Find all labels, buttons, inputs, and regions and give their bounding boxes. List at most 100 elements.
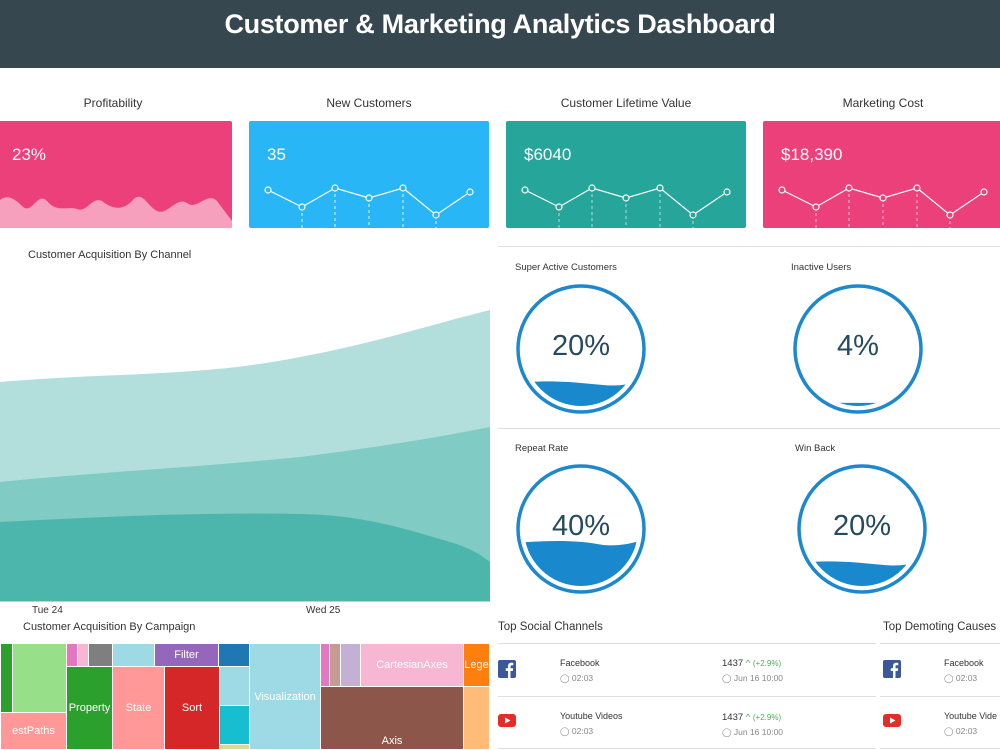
- social-row-1-time-value: 02:03: [571, 726, 594, 736]
- marketing-cost-line-sparkline: [778, 184, 988, 228]
- kpi-card-profitability[interactable]: 23%: [0, 121, 232, 228]
- demoting-causes-title: Top Demoting Causes: [883, 621, 997, 633]
- treemap-cell-visualization[interactable]: Visualization: [249, 643, 321, 750]
- trend-up-icon: ^: [745, 712, 751, 723]
- treemap-label-estpaths: estPaths: [12, 725, 55, 737]
- treemap-cell[interactable]: [219, 744, 250, 750]
- treemap-cell-property[interactable]: Property: [66, 666, 113, 750]
- gauge-label-win-back: Win Back: [795, 443, 836, 454]
- kpi-title-lifetime-value: Customer Lifetime Value: [560, 96, 692, 110]
- social-row-0-count-value: 1437: [722, 658, 744, 669]
- treemap-cell-filter[interactable]: Filter: [154, 643, 219, 667]
- treemap-label-legend: Lege: [464, 659, 489, 671]
- social-row-1-count: 1437 ^ (+2.9%): [722, 712, 781, 723]
- treemap-cell[interactable]: [88, 643, 113, 667]
- campaign-title: Customer Acquisition By Campaign: [23, 621, 196, 633]
- treemap-cell[interactable]: [12, 643, 67, 713]
- kpi-value-profitability: 23%: [12, 145, 47, 164]
- gauge-value-win-back: 20%: [832, 510, 892, 542]
- social-row-0-name: Facebook: [560, 658, 600, 668]
- acquisition-x-label-tue: Tue 24: [32, 605, 63, 616]
- kpi-value-new-customers: 35: [267, 145, 286, 164]
- social-row-0-date-value: Jun 16 10:00: [733, 673, 784, 683]
- treemap-cell[interactable]: [219, 666, 250, 706]
- kpi-title-profitability: Profitability: [83, 96, 143, 110]
- treemap-cell[interactable]: [219, 705, 250, 745]
- gauge-label-super-active: Super Active Customers: [515, 262, 617, 273]
- demoting-row-0-time: ◯ 02:03: [944, 673, 978, 683]
- treemap-cell-legend[interactable]: Lege: [463, 643, 490, 687]
- gauge-panel-mid-divider: [498, 428, 1000, 429]
- youtube-icon: [498, 714, 516, 727]
- treemap-cell-sort[interactable]: Sort: [164, 666, 220, 750]
- social-row-1-count-value: 1437: [722, 712, 744, 723]
- social-row-1-change: (+2.9%): [752, 713, 782, 722]
- gauge-label-inactive: Inactive Users: [791, 262, 852, 273]
- treemap-cell-state[interactable]: State: [112, 666, 165, 750]
- acquisition-channel-title: Customer Acquisition By Channel: [28, 249, 192, 261]
- social-row-0-count: 1437 ^ (+2.9%): [722, 658, 781, 669]
- social-row-divider: [498, 696, 876, 697]
- gauge-inactive: [793, 284, 923, 414]
- treemap-cell[interactable]: [112, 643, 155, 667]
- kpi-card-lifetime-value[interactable]: $6040: [506, 121, 746, 228]
- demoting-row-0-time-value: 02:03: [955, 673, 978, 683]
- social-row-1-date-value: Jun 16 10:00: [733, 727, 784, 737]
- social-row-0-change: (+2.9%): [752, 659, 782, 668]
- demoting-row-divider: [880, 696, 1000, 697]
- treemap-cell[interactable]: [463, 686, 490, 750]
- treemap-label-state: State: [125, 702, 152, 714]
- page-title: Customer & Marketing Analytics Dashboard: [224, 9, 776, 39]
- treemap-cell[interactable]: [218, 643, 250, 667]
- kpi-card-marketing-cost[interactable]: $18,390: [763, 121, 1000, 228]
- kpi-value-marketing-cost: $18,390: [781, 145, 843, 164]
- social-row-0-date: ◯ Jun 16 10:00: [722, 673, 784, 683]
- kpi-value-lifetime-value: $6040: [524, 145, 572, 164]
- new-customers-line-sparkline: [264, 184, 474, 228]
- treemap-cell[interactable]: [340, 643, 361, 687]
- trend-up-icon: ^: [745, 658, 751, 669]
- treemap-label-axis: Axis: [381, 735, 403, 747]
- youtube-icon: [883, 714, 901, 727]
- treemap-label-cartesianaxes: CartesianAxes: [376, 659, 448, 671]
- social-row-0-time: ◯ 02:03: [560, 673, 594, 683]
- profitability-area-sparkline: [0, 196, 232, 228]
- social-row-0-time-value: 02:03: [571, 673, 594, 683]
- demoting-row-1-time-value: 02:03: [955, 726, 978, 736]
- demoting-row-divider: [880, 748, 1000, 749]
- kpi-title-new-customers: New Customers: [326, 96, 412, 110]
- social-row-divider: [498, 748, 876, 749]
- treemap-label-property: Property: [68, 702, 111, 714]
- kpi-title-marketing-cost: Marketing Cost: [842, 96, 924, 110]
- gauge-label-repeat-rate: Repeat Rate: [515, 443, 569, 454]
- social-row-1-time: ◯ 02:03: [560, 726, 594, 736]
- demoting-row-1-time: ◯ 02:03: [944, 726, 978, 736]
- lifetime-value-line-sparkline: [521, 184, 731, 228]
- social-title-divider: [498, 643, 876, 644]
- treemap-cell-axis[interactable]: Axis: [320, 686, 464, 750]
- gauge-super-active: [516, 284, 646, 414]
- kpi-card-new-customers[interactable]: 35: [249, 121, 489, 228]
- gauge-repeat-rate: [516, 464, 646, 594]
- demoting-title-divider: [880, 643, 1000, 644]
- social-row-1-name: Youtube Videos: [560, 711, 623, 721]
- treemap-label-sort: Sort: [181, 702, 203, 714]
- gauge-value-super-active: 20%: [551, 330, 611, 362]
- treemap-cell-cartesianaxes[interactable]: CartesianAxes: [360, 643, 464, 687]
- acquisition-x-axis-line: [0, 601, 490, 602]
- social-row-1-date: ◯ Jun 16 10:00: [722, 727, 784, 737]
- acquisition-area-bottom: [0, 513, 490, 602]
- gauge-panel-top-divider: [498, 246, 1000, 247]
- social-channels-title: Top Social Channels: [498, 621, 603, 633]
- facebook-icon: [883, 660, 901, 678]
- treemap-label-visualization: Visualization: [254, 690, 316, 703]
- gauge-value-inactive: 4%: [837, 330, 879, 362]
- treemap-cell-estpaths[interactable]: estPaths: [0, 712, 67, 750]
- facebook-icon: [498, 660, 516, 678]
- demoting-row-0-name: Facebook: [944, 658, 984, 668]
- acquisition-x-label-wed: Wed 25: [306, 605, 341, 616]
- gauge-value-repeat-rate: 40%: [551, 510, 611, 542]
- demoting-row-1-name: Youtube Vide: [944, 711, 998, 721]
- gauge-win-back: [797, 464, 927, 594]
- acquisition-area-chart: [0, 310, 490, 602]
